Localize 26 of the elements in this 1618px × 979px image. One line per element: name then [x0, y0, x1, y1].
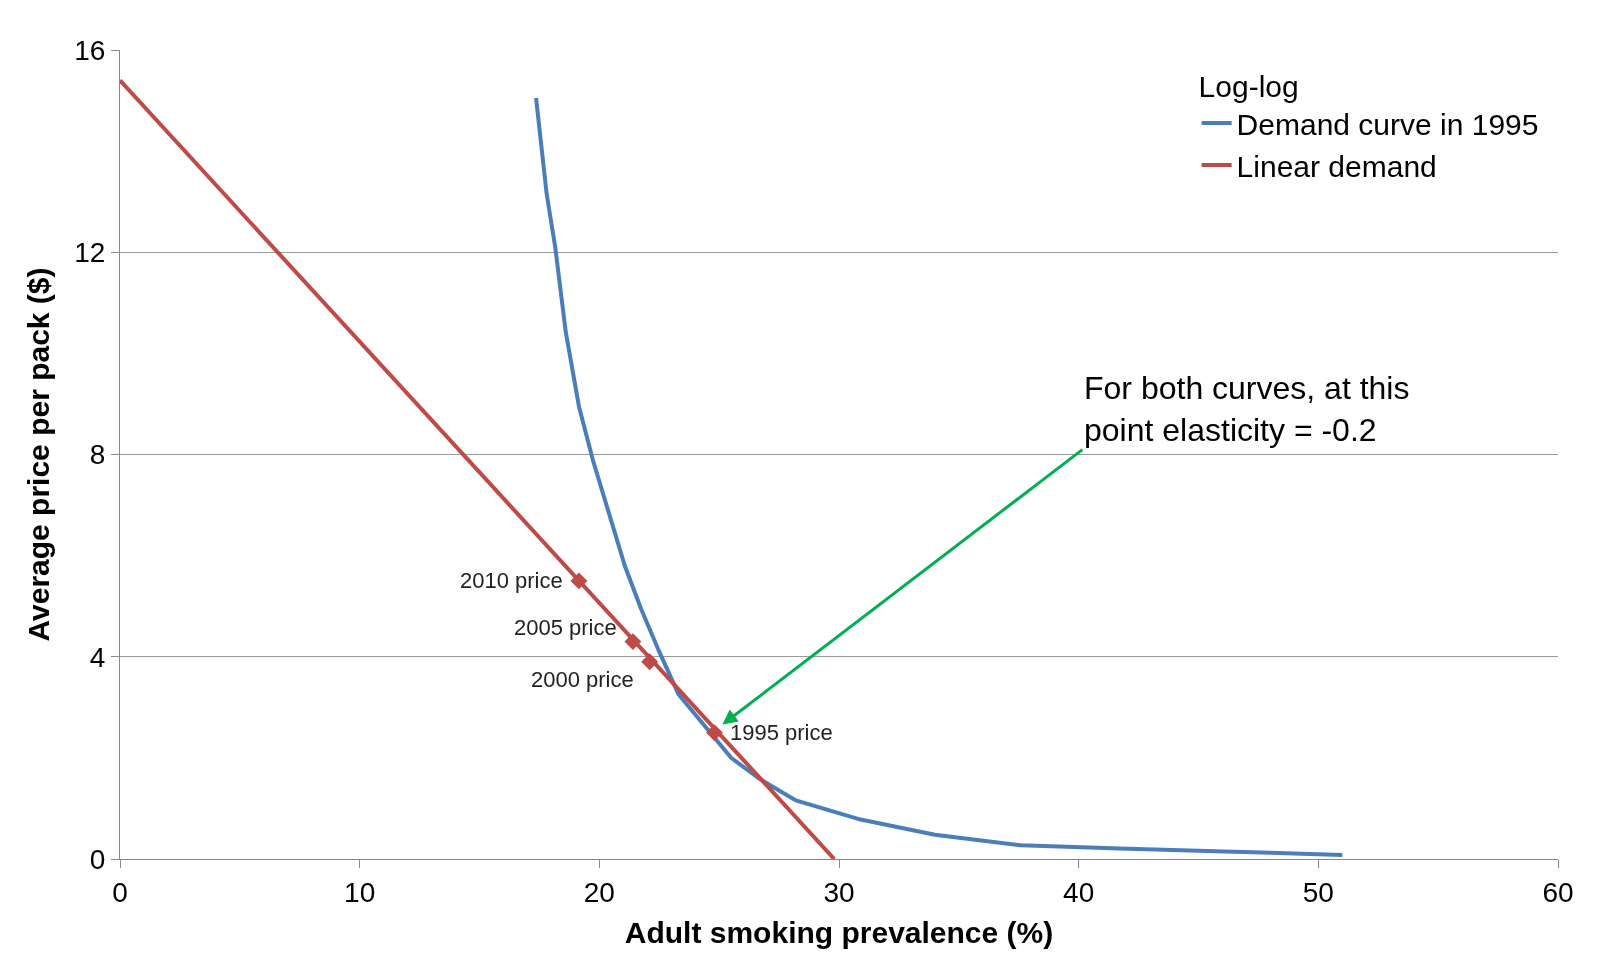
- y-axis-title: Average price per pack ($): [22, 267, 56, 642]
- point: [641, 653, 659, 671]
- y-tick-label: 12: [74, 237, 106, 269]
- y-tick-label: 0: [89, 843, 106, 875]
- x-tick-label: 50: [1302, 876, 1334, 908]
- x-tick-label: 30: [823, 876, 855, 908]
- annotation: 2000 price: [531, 667, 634, 692]
- y-tick-label: 8: [89, 439, 106, 471]
- x-tick-label: 20: [583, 876, 615, 908]
- x-tick-label: 40: [1063, 876, 1095, 908]
- legend-title: Log-log: [1198, 70, 1299, 104]
- legend-label: Linear demand: [1236, 149, 1437, 183]
- point: [705, 724, 723, 742]
- y-tick-label: 4: [89, 641, 106, 673]
- x-tick-label: 60: [1542, 876, 1574, 908]
- x-tick-label: 0: [112, 876, 128, 908]
- y-tick-label: 16: [74, 34, 106, 66]
- legend-label: Demand curve in 1995: [1236, 107, 1539, 141]
- point: [624, 633, 642, 651]
- x-tick-label: 10: [344, 876, 376, 908]
- annotation: 2010 price: [460, 568, 563, 593]
- point: [570, 572, 588, 590]
- annotation: 1995 price: [730, 720, 833, 745]
- annotation: 2005 price: [514, 615, 617, 640]
- x-axis-title: Adult smoking prevalence (%): [624, 916, 1054, 950]
- annotation: For both curves, at this point elasticity = -0.2: [1084, 370, 1410, 448]
